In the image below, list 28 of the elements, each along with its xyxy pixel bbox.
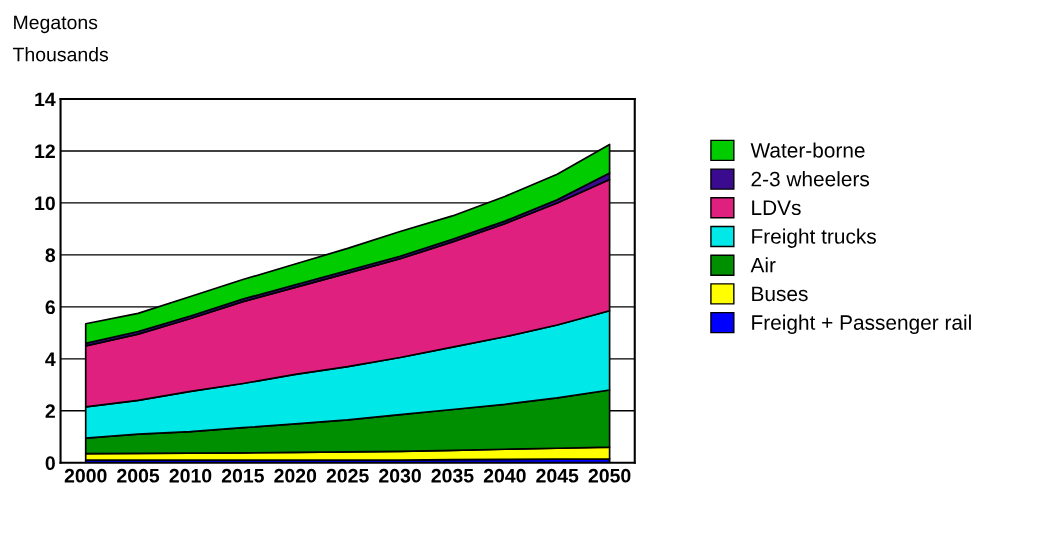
- legend-label: Freight trucks: [752, 228, 876, 248]
- legend-label: LDVs: [752, 200, 801, 216]
- y-tick-label: 2: [45, 404, 55, 418]
- y-axis-title: Megatons: [14, 15, 98, 34]
- legend-label: 2-3 wheelers: [751, 171, 870, 187]
- y-tick-label: 12: [35, 144, 55, 158]
- legend-label: Buses: [752, 286, 808, 302]
- legend-label: Freight + Passenger rail: [752, 314, 971, 335]
- x-tick-label: 2025: [326, 468, 369, 483]
- y-tick-label: 4: [45, 352, 56, 366]
- y-tick-label: 10: [35, 196, 55, 211]
- x-tick-label: 2035: [431, 468, 474, 483]
- x-tick-label: 2030: [379, 468, 421, 483]
- legend-label: Water-borne: [750, 142, 865, 158]
- legend-label: Air: [750, 257, 776, 273]
- x-tick-label: 2000: [64, 468, 107, 483]
- x-tick-label: 2040: [483, 468, 526, 483]
- x-tick-label: 2015: [221, 468, 264, 483]
- y-tick-label: 14: [35, 92, 56, 107]
- x-tick-label: 2045: [536, 468, 579, 483]
- x-tick-label: 2050: [588, 468, 631, 483]
- x-tick-label: 2010: [169, 468, 212, 483]
- x-tick-label: 2005: [117, 468, 160, 483]
- y-tick-label: 0: [45, 456, 55, 471]
- x-tick-label: 2020: [274, 468, 317, 483]
- text: Thousands: [12, 47, 109, 62]
- y-tick-label: 8: [45, 248, 56, 263]
- y-tick-label: 6: [45, 300, 55, 315]
